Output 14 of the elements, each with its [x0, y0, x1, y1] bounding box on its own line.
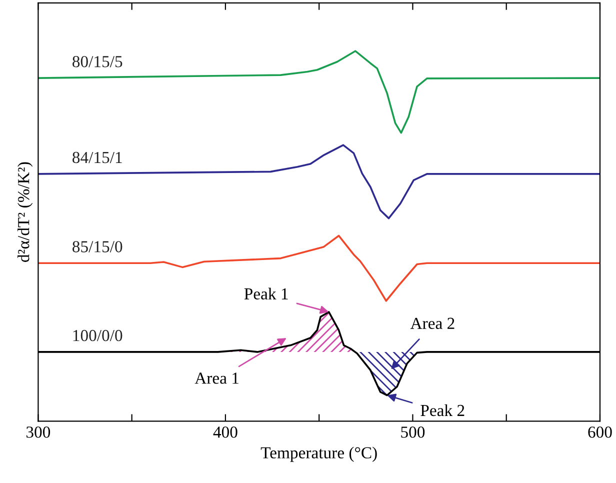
annotation: Peak 1: [244, 288, 288, 300]
x-tick-label: 500: [401, 426, 425, 438]
series-label: 100/0/0: [73, 330, 122, 342]
annotation: Peak 2: [420, 404, 464, 416]
series-label: 80/15/5: [72, 56, 122, 68]
x-axis-title: Temperature (°C): [260, 446, 377, 462]
x-tick-label: 400: [213, 426, 238, 438]
x-tick-label: 300: [26, 426, 50, 438]
y-axis-title: d²α/dT² (%/K²): [18, 162, 33, 262]
x-tick-label: 600: [588, 426, 612, 438]
annotation: Area 1: [194, 372, 238, 384]
annotation: Area 2: [410, 318, 454, 329]
series-label: 85/15/0: [72, 241, 122, 252]
series-label: 84/15/1: [72, 152, 122, 164]
